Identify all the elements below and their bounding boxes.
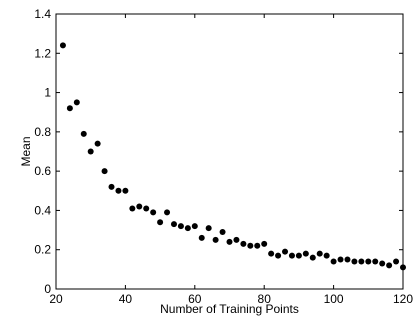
data-point — [101, 168, 108, 175]
y-tick-label: 0.4 — [34, 203, 51, 217]
data-point — [59, 42, 66, 49]
data-point — [129, 205, 136, 212]
y-tick-label: 1.2 — [34, 46, 51, 60]
y-tick-label: 0 — [44, 282, 51, 296]
data-point — [344, 256, 351, 263]
data-point — [351, 258, 358, 265]
data-point — [143, 205, 150, 212]
data-point — [66, 105, 73, 112]
data-point — [136, 203, 143, 210]
data-point — [295, 252, 302, 259]
data-point — [108, 183, 115, 190]
y-tick-label: 0.8 — [34, 125, 51, 139]
data-point — [150, 209, 157, 216]
data-point — [358, 258, 365, 265]
data-point — [87, 148, 94, 155]
data-point — [219, 229, 226, 236]
data-point — [386, 262, 393, 269]
data-point — [177, 223, 184, 230]
data-point — [247, 242, 254, 249]
data-point — [254, 242, 261, 249]
data-point — [372, 258, 379, 265]
plot-frame — [55, 13, 404, 290]
data-point — [233, 236, 240, 243]
data-point — [323, 252, 330, 259]
x-tick-label: 20 — [49, 292, 63, 306]
data-point — [275, 252, 282, 259]
y-tick-label: 0.6 — [34, 164, 51, 178]
data-point — [379, 260, 386, 267]
data-point — [191, 223, 198, 230]
data-point — [288, 252, 295, 259]
data-point — [212, 236, 219, 243]
data-point — [198, 234, 205, 241]
data-point — [400, 264, 406, 271]
data-point — [226, 238, 233, 245]
y-tick-label: 0.2 — [34, 243, 51, 257]
x-tick-label: 120 — [393, 292, 413, 306]
data-point — [94, 140, 101, 147]
data-points — [59, 42, 406, 271]
data-point — [337, 256, 344, 263]
data-point — [393, 258, 400, 265]
x-tick-label: 100 — [324, 292, 344, 306]
data-point — [205, 225, 212, 232]
data-point — [282, 248, 289, 255]
data-point — [268, 250, 275, 257]
y-tick-label: 1 — [44, 86, 51, 100]
data-point — [115, 187, 122, 194]
data-point — [122, 187, 129, 194]
y-tick-label: 1.4 — [34, 7, 51, 21]
data-point — [309, 254, 316, 261]
data-point — [330, 258, 337, 265]
data-point — [240, 240, 247, 247]
axis-ticks — [55, 13, 404, 290]
data-point — [80, 130, 87, 137]
y-axis-label: Mean — [19, 136, 33, 166]
data-point — [170, 221, 177, 228]
tick-labels: 20 40 60 80 100 120 0 0.2 0.4 0.6 0.8 1 1.2 1.4 — [34, 7, 413, 306]
x-tick-label: 40 — [119, 292, 133, 306]
data-point — [316, 250, 323, 257]
data-point — [365, 258, 372, 265]
data-point — [302, 250, 309, 257]
x-tick-label: 80 — [258, 292, 272, 306]
data-point — [164, 209, 171, 216]
data-point — [184, 225, 191, 232]
data-point — [261, 240, 268, 247]
x-axis-label: Number of Training Points — [160, 302, 299, 316]
x-tick-label: 60 — [188, 292, 202, 306]
data-point — [157, 219, 164, 226]
data-point — [73, 99, 80, 106]
